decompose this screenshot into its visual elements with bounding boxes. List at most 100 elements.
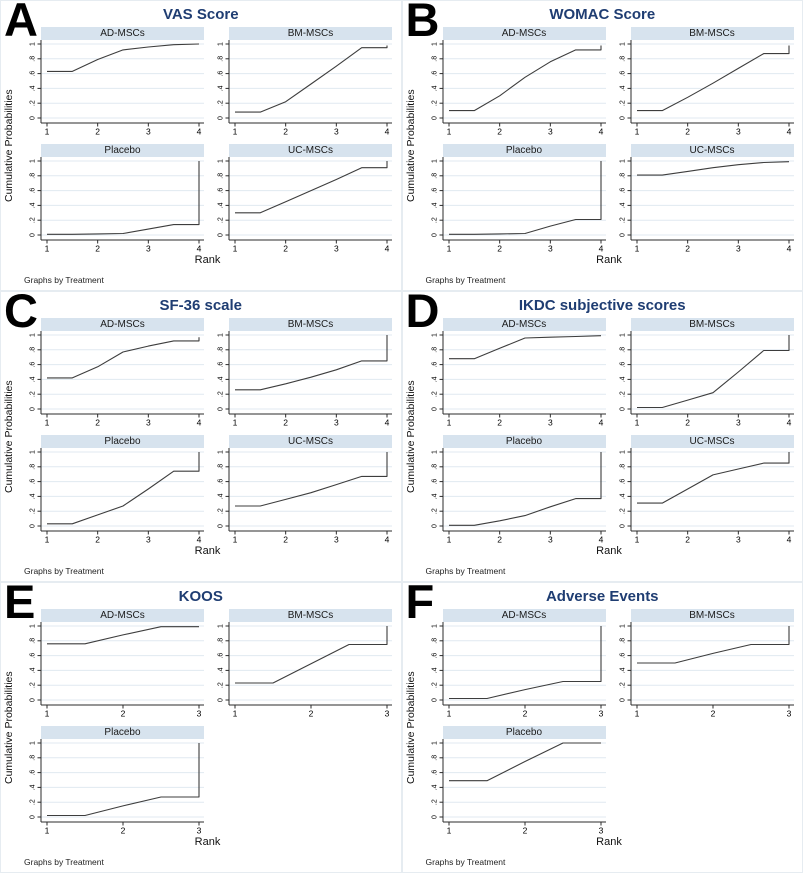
x-tick-label: 1	[45, 127, 50, 137]
y-tick-label: .2	[30, 682, 37, 688]
x-tick-label: 4	[197, 535, 202, 545]
subplot: AD-MSCs 0 .2 .4 .6 .8 1 1 2 3 4	[23, 27, 204, 136]
y-tick-label: .2	[431, 508, 438, 514]
graphs-by-note: Graphs by Treatment	[425, 566, 506, 576]
subplot-plot-area: 0 .2 .4 .6 .8 1 1 2 3 4	[218, 157, 392, 253]
y-tick-label: .4	[431, 376, 438, 382]
x-tick-label: 3	[786, 709, 791, 719]
y-tick-label: 1	[30, 159, 37, 163]
y-tick-label: 0	[218, 698, 225, 702]
subplot-header: AD-MSCs	[442, 318, 606, 331]
x-axis-title: Rank	[596, 254, 622, 266]
y-tick-label: .4	[30, 784, 37, 790]
y-tick-label: 1	[218, 159, 225, 163]
panel-letter: E	[4, 582, 35, 628]
y-tick-label: 1	[218, 624, 225, 628]
y-tick-label: 1	[431, 42, 438, 46]
y-tick-label: .2	[218, 682, 225, 688]
panel-letter: B	[405, 0, 440, 46]
y-tick-label: .6	[218, 653, 225, 659]
y-tick-label: .4	[431, 85, 438, 91]
y-tick-label: .4	[431, 784, 438, 790]
series-line	[448, 626, 602, 700]
x-tick-label: 3	[547, 244, 552, 254]
x-tick-label: 2	[283, 535, 288, 545]
graphs-by-note: Graphs by Treatment	[425, 857, 506, 867]
y-tick-label: .2	[619, 508, 626, 514]
y-tick-label: .4	[30, 667, 37, 673]
x-tick-label: 4	[786, 418, 791, 428]
x-tick-label: 1	[233, 535, 238, 545]
x-tick-label: 1	[45, 244, 50, 254]
subplot-header: Placebo	[41, 144, 204, 157]
y-axis-label: Cumulative Probabilities	[404, 89, 417, 202]
x-axis-title: Rank	[194, 836, 221, 848]
y-tick-label: .6	[30, 770, 37, 776]
y-tick-label: 1	[30, 624, 37, 628]
y-tick-label: .4	[619, 202, 626, 208]
x-tick-label: 3	[735, 127, 740, 137]
y-tick-label: 0	[218, 233, 225, 237]
subplot-plot-area: 0 .2 .4 .6 .8 1 1 2 3 4	[619, 157, 794, 254]
y-tick-label: 0	[619, 116, 626, 120]
x-tick-label: 2	[497, 418, 502, 428]
y-tick-label: .4	[619, 376, 626, 382]
y-tick-label: .2	[30, 391, 37, 397]
x-tick-label: 4	[598, 244, 603, 254]
y-tick-label: .8	[431, 755, 438, 761]
subplot: BM-MSCs 0 .2 .4 .6 .8 1 1 2 3 4	[613, 318, 794, 427]
y-tick-label: .4	[619, 493, 626, 499]
subplot: AD-MSCs 0 .2 .4 .6 .8 1 1 2 3 4	[23, 318, 204, 427]
series-line	[448, 452, 602, 526]
y-tick-label: .8	[218, 56, 225, 62]
subplot-header: UC-MSCs	[229, 144, 392, 157]
y-tick-label: .8	[619, 173, 626, 179]
y-tick-label: 1	[619, 159, 626, 163]
y-tick-label: .6	[431, 188, 438, 194]
panel-title: Adverse Events	[545, 588, 659, 605]
x-tick-label: 2	[121, 826, 126, 836]
y-tick-label: .8	[619, 56, 626, 62]
subplot-plot-area: 0 .2 .4 .6 .8 1 1 2 3	[30, 622, 204, 718]
x-tick-label: 4	[385, 127, 390, 137]
subplot-plot-area: 0 .2 .4 .6 .8 1 1 2 3 4	[431, 448, 606, 544]
x-tick-label: 2	[685, 535, 690, 545]
series-line	[47, 452, 200, 525]
y-tick-label: .2	[30, 100, 37, 106]
series-line	[636, 335, 790, 409]
y-axis-label: Cumulative Probabilities	[3, 89, 15, 202]
y-tick-label: .2	[218, 217, 225, 223]
y-tick-label: .8	[218, 173, 225, 179]
subplot-plot-area: 0 .2 .4 .6 .8 1 1 2 3	[218, 622, 392, 718]
panel-letter: A	[4, 0, 38, 46]
y-tick-label: 0	[30, 815, 37, 819]
x-axis-title: Rank	[194, 545, 221, 557]
y-tick-label: 1	[218, 333, 225, 337]
y-tick-label: .2	[30, 217, 37, 223]
y-tick-label: .4	[218, 667, 225, 673]
y-tick-label: .4	[30, 202, 37, 208]
x-tick-label: 2	[685, 244, 690, 254]
series-line	[448, 45, 602, 112]
x-tick-label: 3	[197, 826, 202, 836]
x-tick-label: 2	[95, 244, 100, 254]
y-tick-label: 1	[431, 450, 438, 454]
x-tick-label: 1	[45, 826, 50, 836]
x-tick-label: 1	[233, 418, 238, 428]
subplot: Placebo 0 .2 .4 .6 .8 1 1 2 3 4	[425, 435, 606, 544]
y-tick-label: 0	[218, 407, 225, 411]
y-tick-label: .2	[619, 100, 626, 106]
x-tick-label: 3	[547, 127, 552, 137]
x-tick-label: 4	[598, 127, 603, 137]
subplot-grid: AD-MSCs 0 .2 .4 .6 .8 1 1 2 3 4 BM-MSCs 0 .2 .4 .6 .8 1 1 2…	[425, 318, 803, 544]
y-tick-label: 1	[30, 450, 37, 454]
y-tick-label: 1	[30, 42, 37, 46]
y-tick-label: .8	[30, 464, 37, 470]
y-tick-label: .2	[619, 391, 626, 397]
subplot: Placebo 0 .2 .4 .6 .8 1 1 2 3 4	[23, 144, 204, 253]
x-tick-label: 2	[685, 418, 690, 428]
x-tick-label: 2	[497, 244, 502, 254]
subplot-plot-area: 0 .2 .4 .6 .8 1 1 2 3 4	[619, 331, 794, 428]
x-tick-label: 1	[634, 709, 639, 719]
y-tick-label: .8	[431, 173, 438, 179]
